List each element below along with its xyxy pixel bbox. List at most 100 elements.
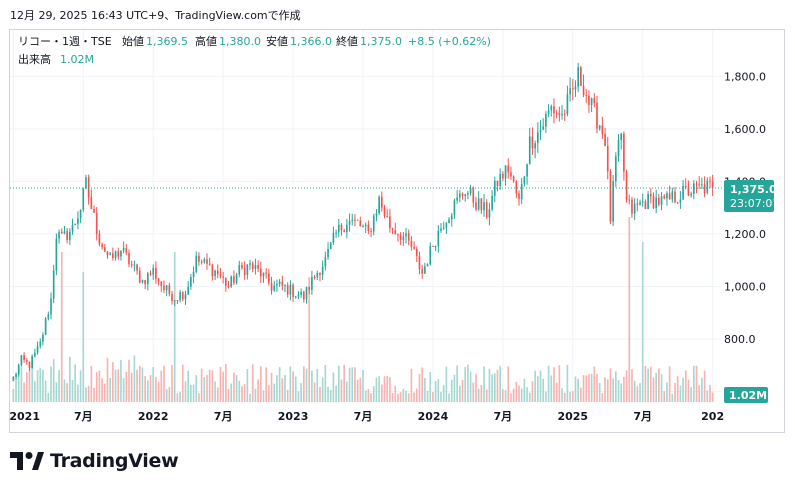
candle-body xyxy=(146,273,149,285)
volume-bar xyxy=(512,388,515,402)
volume-bar xyxy=(467,364,469,402)
candle-body xyxy=(292,284,294,298)
candle-body xyxy=(206,259,208,264)
volume-bar xyxy=(418,373,421,402)
candle-body xyxy=(257,265,259,269)
volume-bar xyxy=(442,384,445,402)
grid-lines xyxy=(10,30,722,402)
candle-body xyxy=(485,202,488,218)
candle-body xyxy=(281,281,284,286)
candle-body xyxy=(472,188,475,203)
volume-bar xyxy=(528,392,531,402)
candle-body xyxy=(85,177,87,189)
candle-body xyxy=(356,219,359,221)
candle-body xyxy=(52,270,55,299)
candle-body xyxy=(402,236,405,240)
volume-bar xyxy=(176,393,179,402)
volume-bar xyxy=(114,369,117,402)
volume-bar xyxy=(351,367,354,402)
volume-bar xyxy=(254,388,257,402)
bar-countdown: 23:07:01 xyxy=(730,197,779,210)
volume-bar xyxy=(157,381,160,402)
volume-bar xyxy=(343,364,346,402)
candle-body xyxy=(359,220,362,227)
volume-bar xyxy=(230,383,233,402)
volume-bar xyxy=(152,367,155,402)
volume-bar xyxy=(273,383,276,402)
candle-body xyxy=(222,276,224,278)
candle-body xyxy=(553,106,555,114)
candle-body xyxy=(235,274,238,283)
legend-open-label: 始値 xyxy=(122,34,144,48)
candlestick-chart[interactable]: 1,800.01,600.01,400.01,200.01,000.0800.0… xyxy=(10,30,784,432)
time-axis[interactable]: 2021 7月 2022 7月 2023 7月 2024 7月 2025 7月 202 xyxy=(10,410,724,423)
volume-bar xyxy=(155,377,157,402)
candle-body xyxy=(413,246,415,249)
candle-body xyxy=(418,255,421,270)
volume-bar xyxy=(577,378,580,402)
candle-body xyxy=(308,287,311,290)
volume-bar xyxy=(79,370,82,402)
candle-body xyxy=(585,94,588,96)
volume-bar xyxy=(375,377,378,402)
volume-bar xyxy=(561,388,563,402)
volume-bar xyxy=(550,375,553,402)
volume-bar xyxy=(82,272,85,402)
candle-body xyxy=(604,134,606,147)
volume-bar xyxy=(383,376,386,402)
volume-bar xyxy=(85,387,87,402)
candle-body xyxy=(606,146,609,172)
volume-bar xyxy=(25,372,28,402)
volume-bar xyxy=(63,379,66,402)
x-tick-label: 2024 xyxy=(418,410,449,423)
candle-body xyxy=(60,232,63,234)
tradingview-logo[interactable]: TradingView xyxy=(10,446,179,476)
candle-body xyxy=(647,193,649,209)
candle-body xyxy=(620,133,623,141)
candle-body xyxy=(558,113,561,116)
volume-bar xyxy=(389,377,391,402)
volume-bar xyxy=(257,379,259,402)
candle-body xyxy=(36,346,39,353)
volume-bar xyxy=(553,367,555,402)
volume-bar xyxy=(109,378,112,402)
volume-bar xyxy=(268,385,270,402)
volume-bar xyxy=(502,389,504,402)
volume-bar xyxy=(690,387,692,402)
volume-bar xyxy=(539,370,542,402)
candle-body xyxy=(566,94,569,114)
volume-bar xyxy=(364,390,367,402)
candle-body xyxy=(144,280,146,285)
candle-body xyxy=(536,132,539,144)
candle-body xyxy=(262,272,265,277)
candle-body xyxy=(179,292,181,301)
price-axis[interactable]: 1,800.01,600.01,400.01,200.01,000.0800.0… xyxy=(724,70,766,398)
candle-body xyxy=(614,156,617,182)
volume-bar xyxy=(28,369,31,402)
candle-body xyxy=(512,176,515,182)
volume-bar xyxy=(243,384,246,402)
volume-bar xyxy=(190,384,192,402)
volume-bar xyxy=(391,392,394,402)
volume-bar xyxy=(90,366,93,402)
volume-bar xyxy=(405,390,407,402)
volume-bars xyxy=(12,217,714,402)
candle-body xyxy=(461,193,464,196)
x-tick-label: 7月 xyxy=(354,410,373,423)
chart-frame[interactable]: 1,800.01,600.01,400.01,200.01,000.0800.0… xyxy=(9,29,785,433)
candle-body xyxy=(211,264,214,277)
candle-body xyxy=(294,296,297,298)
volume-bar xyxy=(378,376,380,402)
candle-body xyxy=(58,232,60,239)
candle-body xyxy=(545,114,547,127)
volume-bar xyxy=(87,386,90,402)
candle-body xyxy=(117,251,120,257)
volume-bar xyxy=(679,385,682,402)
volume-bar xyxy=(545,391,547,402)
legend-ohlc: リコー・1週・TSE 始値 1,369.5 高値 1,380.0 安値 1,36… xyxy=(18,34,491,66)
volume-bar xyxy=(68,356,71,402)
candle-body xyxy=(467,193,469,195)
candle-body xyxy=(241,265,243,268)
chart-caption: 12月 29, 2025 16:43 UTC+9、TradingView.com… xyxy=(10,9,301,22)
volume-bar xyxy=(52,359,55,402)
